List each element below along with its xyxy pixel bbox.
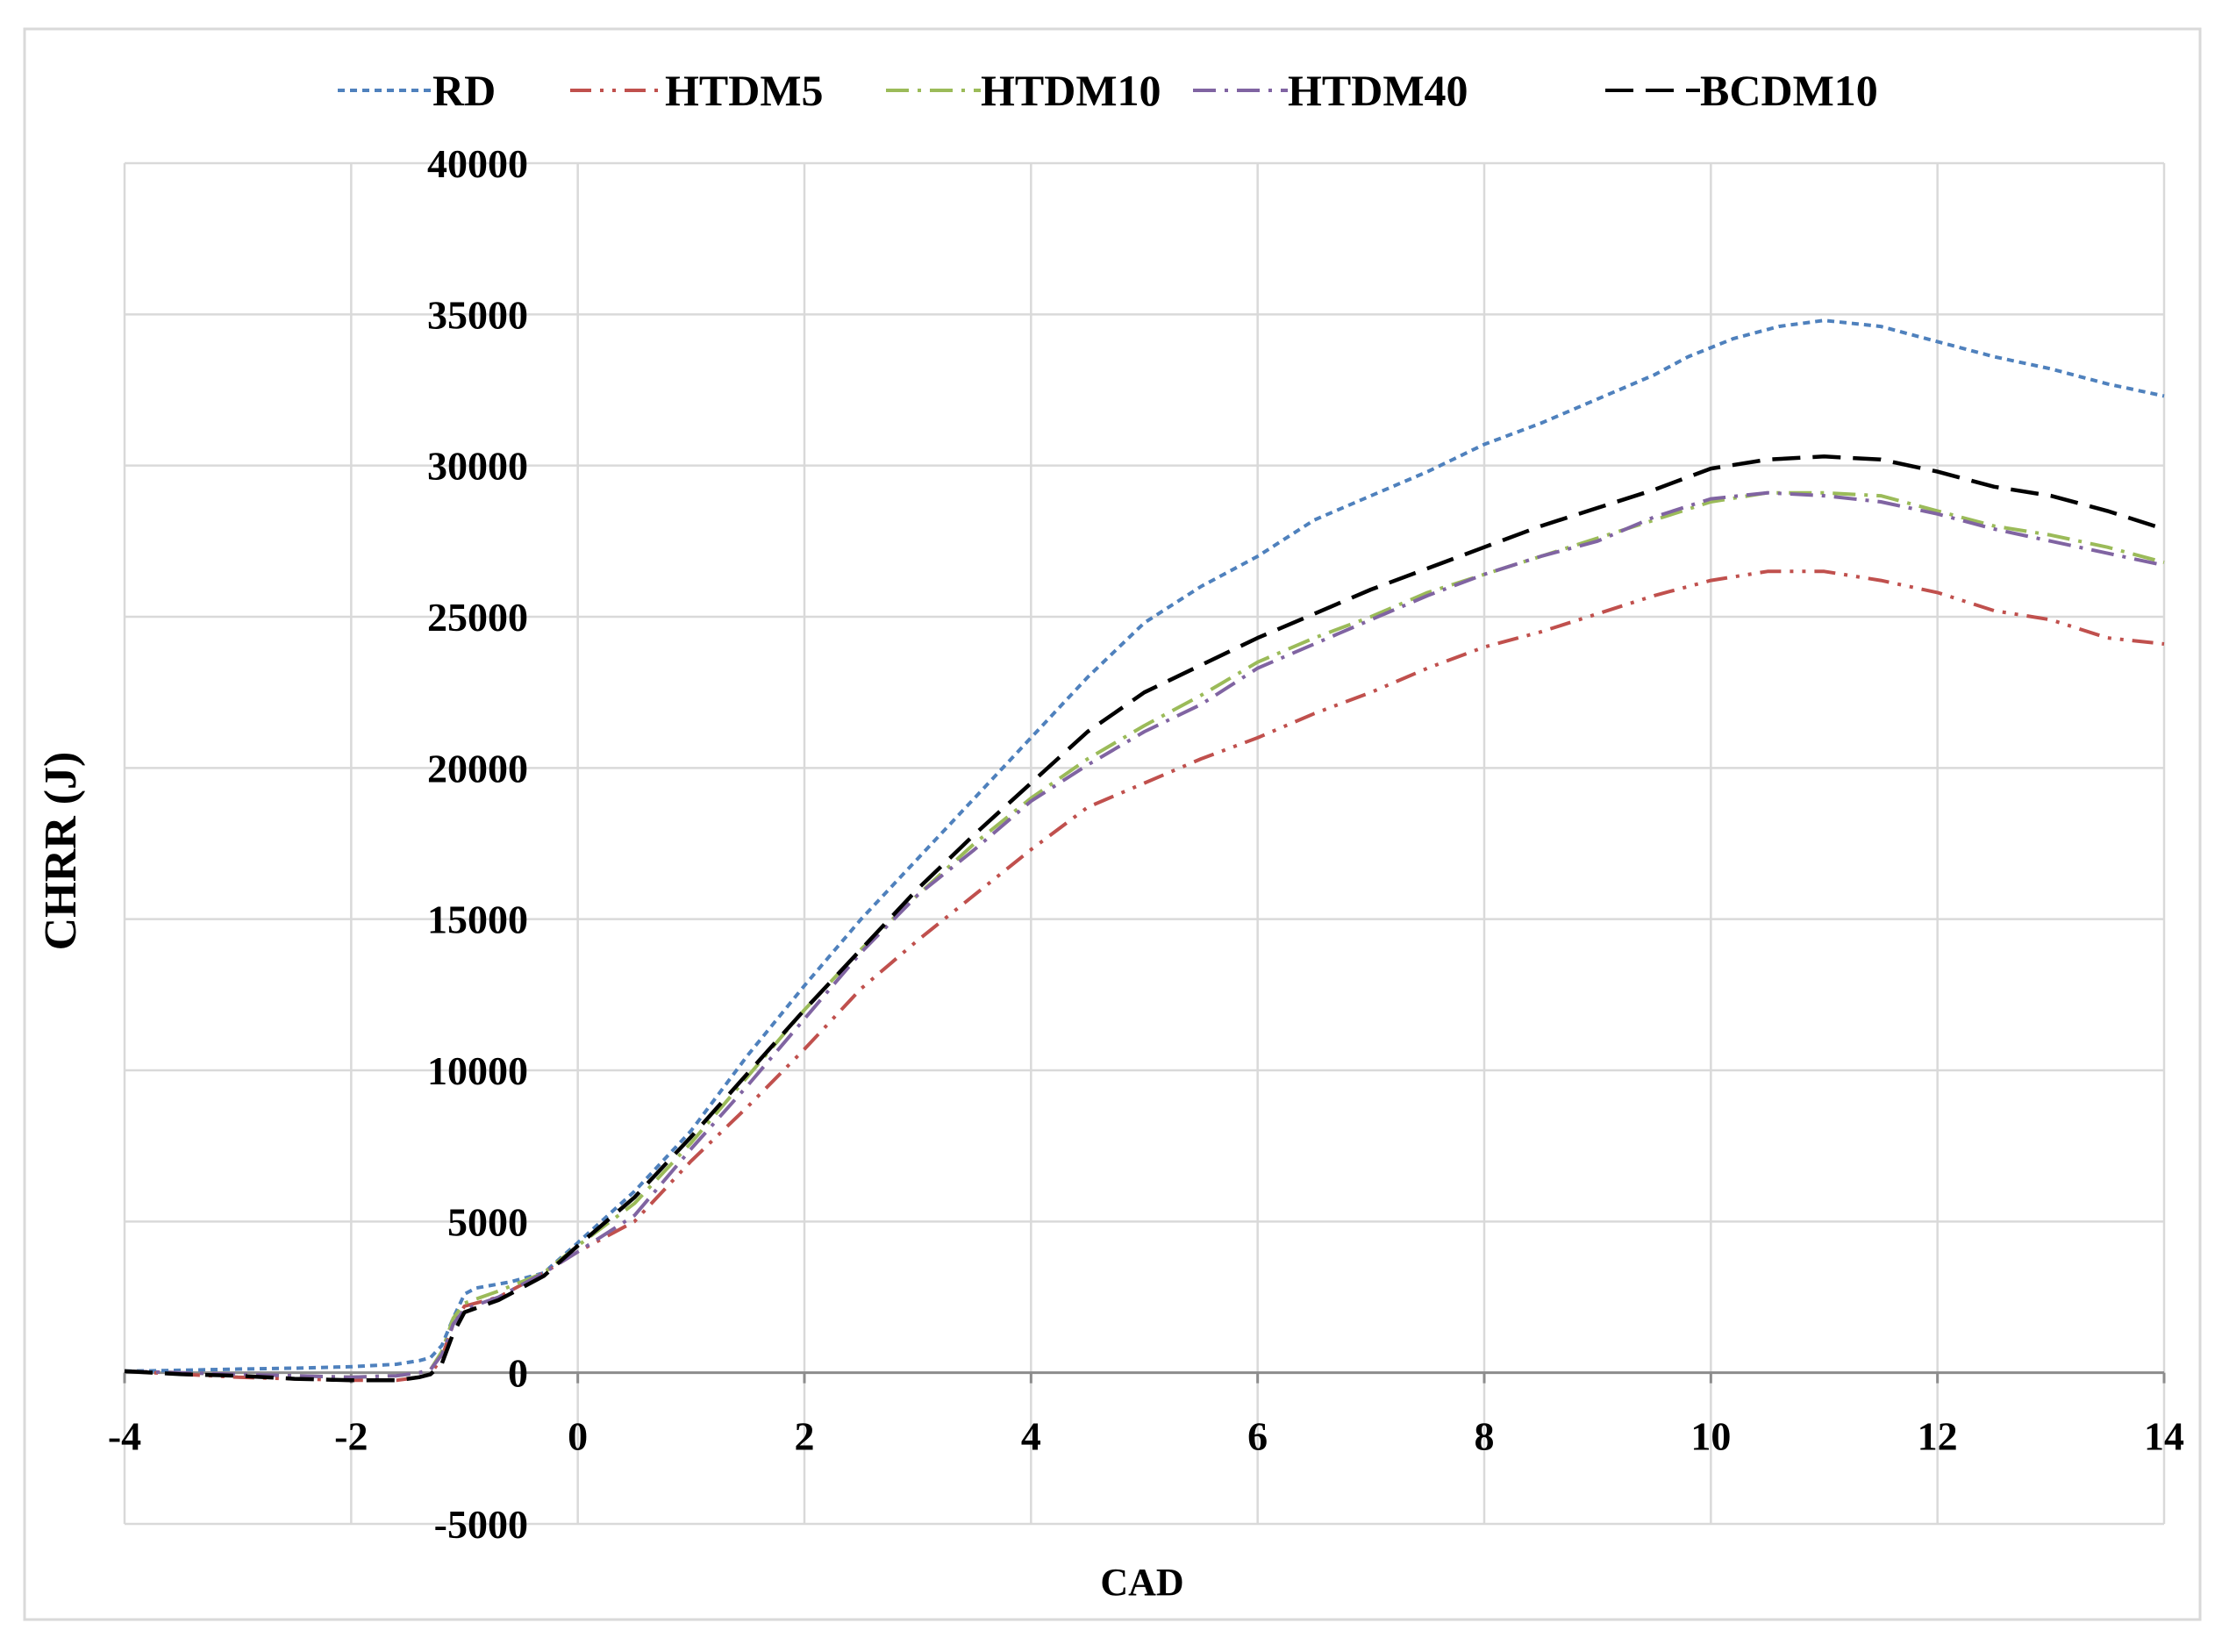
legend: RD HTDM5 HTDM10 HTDM40 BCDM10	[338, 66, 1878, 115]
y-tick-label-5: 20000	[427, 746, 528, 790]
legend-label-rd: RD	[432, 66, 496, 115]
y-tick-label-2: 5000	[447, 1199, 528, 1244]
series-line-bcdm10	[124, 454, 2165, 1383]
x-tick-label-5: 6	[1247, 1414, 1268, 1459]
x-tick-label-9: 14	[2144, 1414, 2184, 1459]
x-tick-label-1: -2	[334, 1414, 368, 1459]
y-tick-label-1: 0	[508, 1351, 528, 1396]
x-tick-label-3: 2	[795, 1414, 815, 1459]
tick-layer: -4 -2 0 2 4 6 8 10 12 14 -5000 0 5000 10000 15000 20000…	[108, 141, 2184, 1547]
x-tick-label-4: 4	[1021, 1414, 1041, 1459]
y-tick-label-9: 40000	[427, 141, 528, 186]
series-line-htdm10	[124, 490, 2165, 1379]
x-tick-label-8: 12	[1918, 1414, 1958, 1459]
axis-layer	[123, 1371, 2166, 1384]
y-tick-label-3: 10000	[427, 1048, 528, 1093]
series-line-htdm40	[124, 490, 2165, 1379]
legend-label-bcdm10: BCDM10	[1700, 66, 1878, 115]
y-tick-label-0: -5000	[434, 1502, 528, 1547]
chart-border	[23, 27, 2202, 1621]
grid-layer	[123, 161, 2166, 1526]
y-axis-title: CHRR (J)	[36, 752, 86, 951]
series-line-rd	[124, 318, 2165, 1373]
x-tick-label-7: 10	[1690, 1414, 1731, 1459]
x-tick-label-6: 8	[1475, 1414, 1495, 1459]
legend-label-htdm10: HTDM10	[981, 66, 1161, 115]
series-layer	[124, 318, 2165, 1383]
x-axis-title: CAD	[1100, 1561, 1183, 1604]
y-tick-label-7: 30000	[427, 444, 528, 489]
x-tick-label-2: 0	[568, 1414, 588, 1459]
y-tick-label-8: 35000	[427, 292, 528, 337]
y-tick-label-4: 15000	[427, 898, 528, 942]
legend-label-htdm5: HTDM5	[665, 66, 824, 115]
x-tick-label-0: -4	[108, 1414, 141, 1459]
y-tick-label-6: 25000	[427, 595, 528, 640]
legend-label-htdm40: HTDM40	[1288, 66, 1468, 115]
